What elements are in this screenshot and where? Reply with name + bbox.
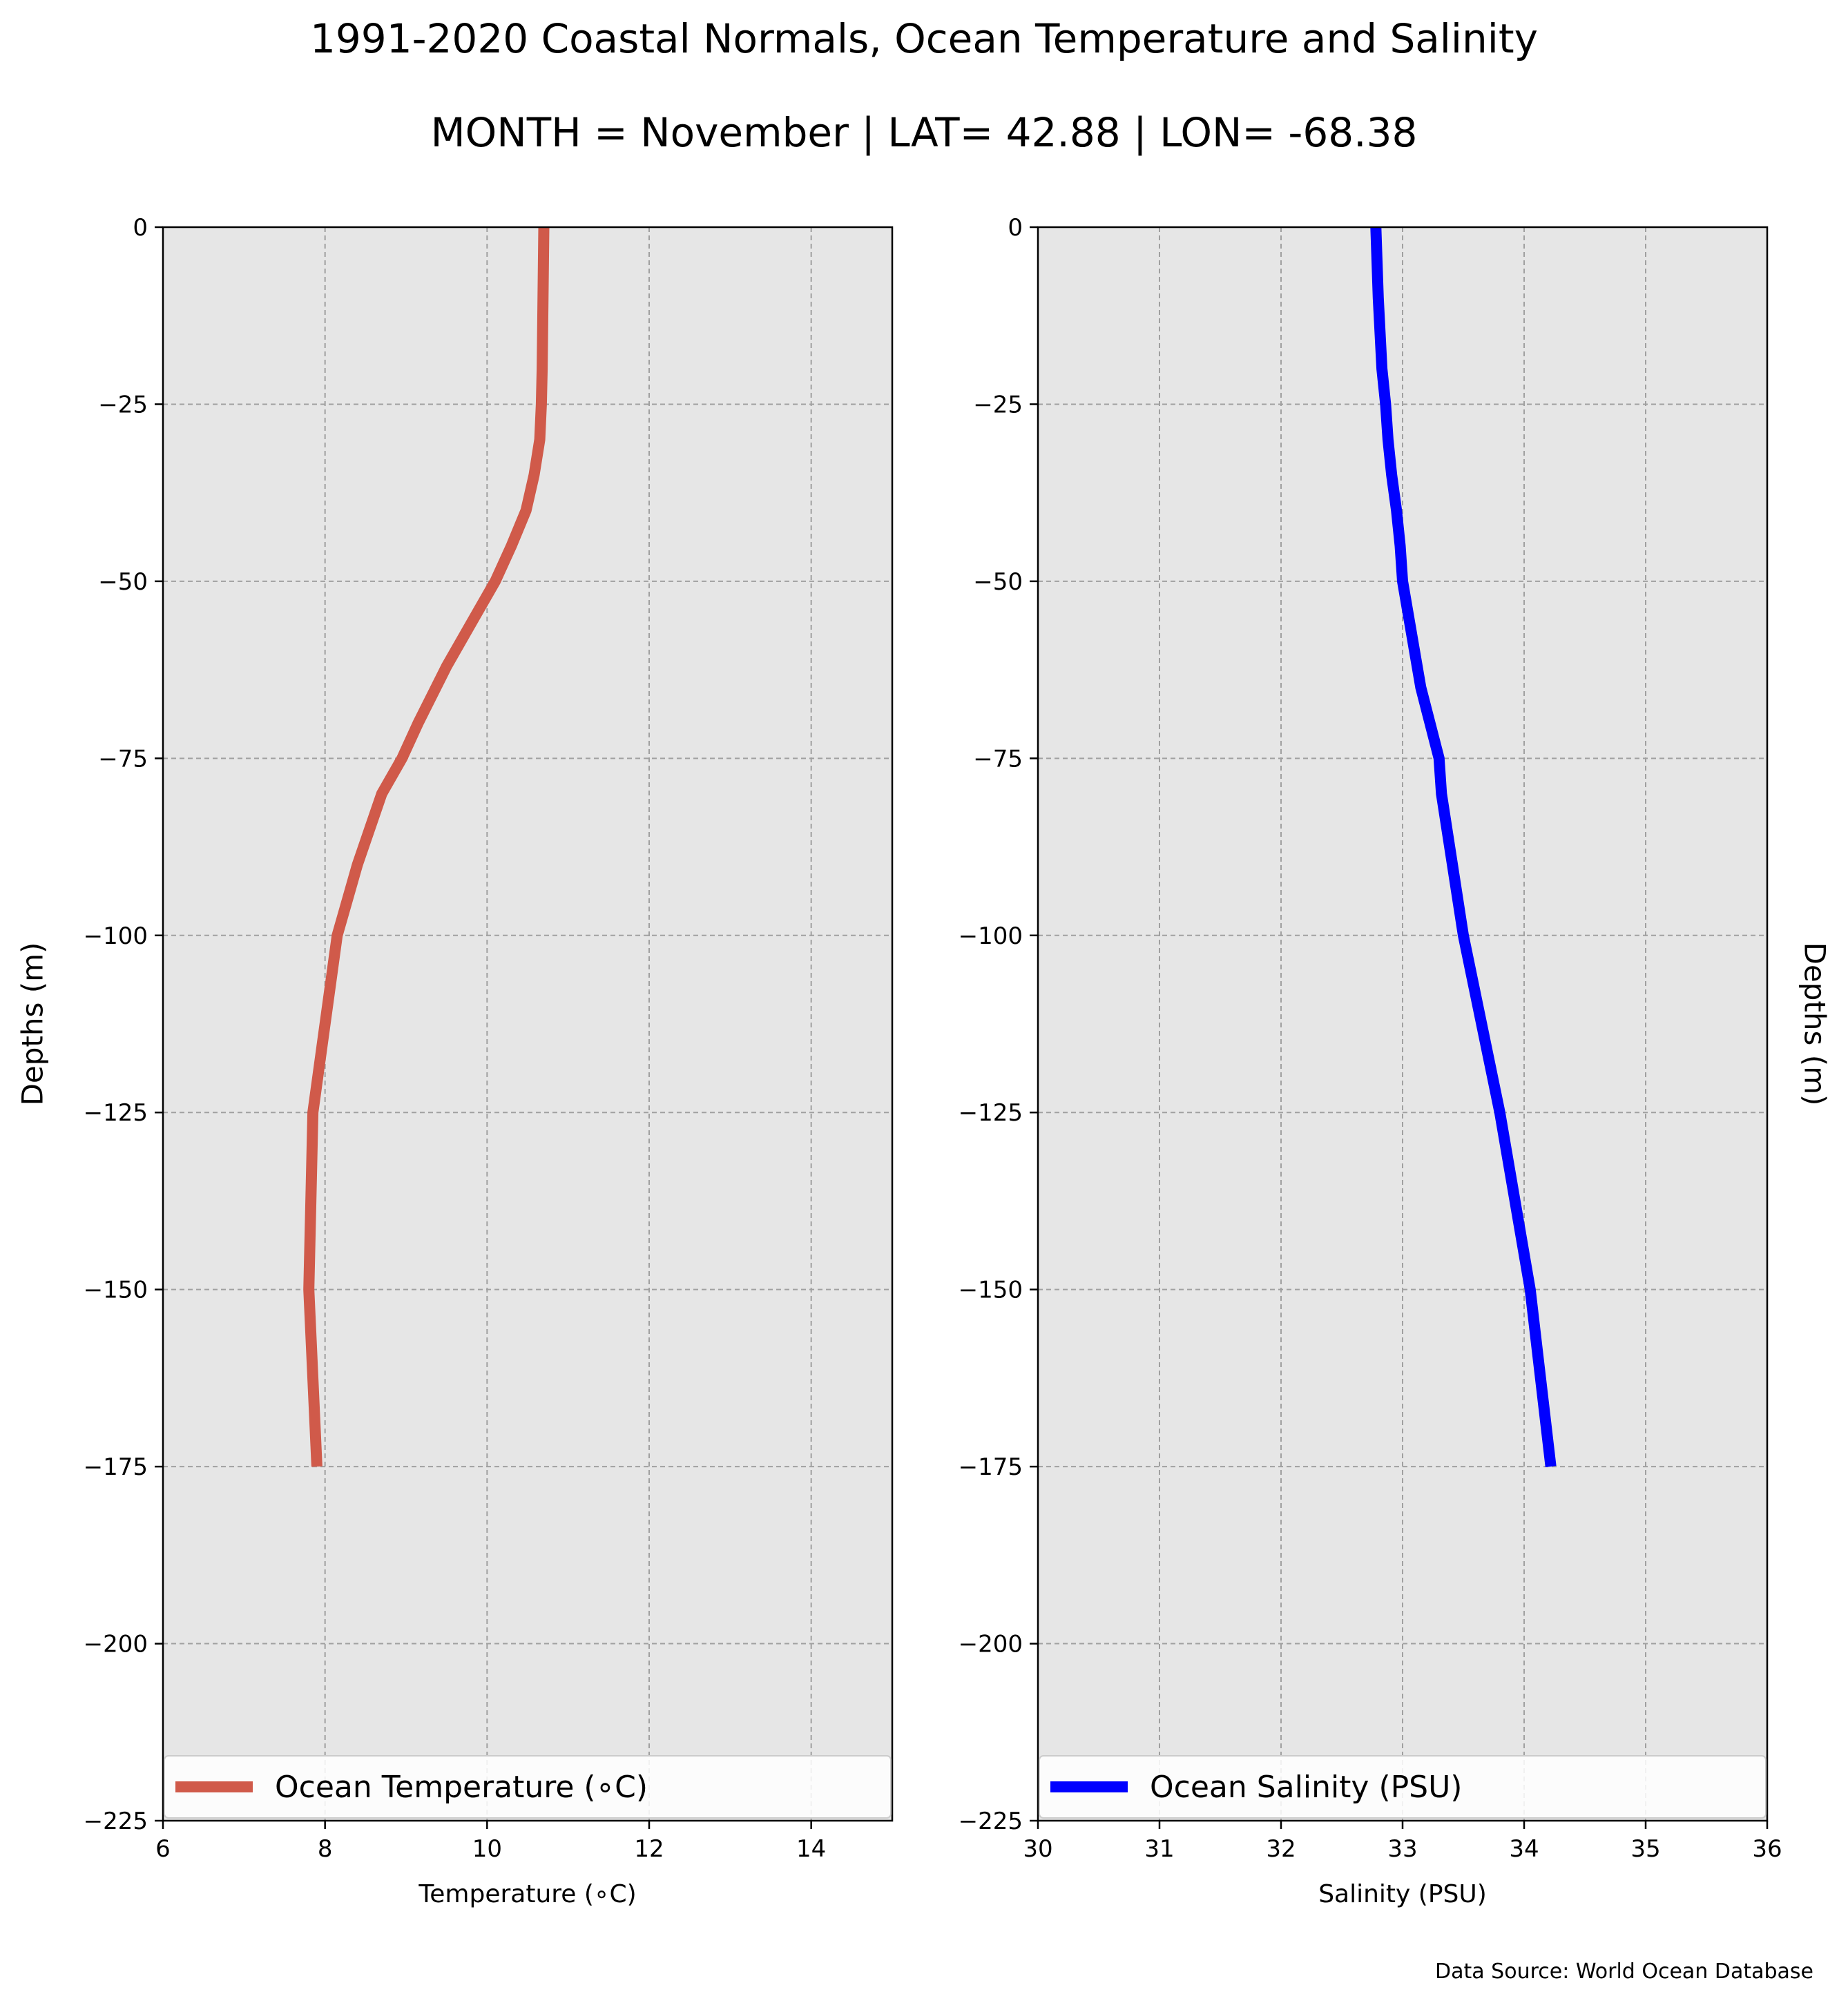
y-tick-label: 0: [133, 214, 148, 242]
y-tick-label: −25: [98, 391, 148, 418]
chart-title: 1991-2020 Coastal Normals, Ocean Tempera…: [310, 15, 1538, 62]
y-axis-label: Depths (m): [16, 942, 50, 1106]
x-tick-label: 32: [1266, 1835, 1296, 1863]
y-tick-label: −150: [959, 1277, 1023, 1304]
series-line: [1370, 226, 1557, 1468]
x-tick-label: 14: [796, 1835, 826, 1863]
legend-label: Ocean Temperature (∘C): [275, 1770, 648, 1805]
y-tick-label: −175: [959, 1453, 1023, 1481]
series-line: [303, 226, 550, 1467]
y-tick-label: −50: [98, 568, 148, 596]
chart-subtitle: MONTH = November | LAT= 42.88 | LON= -68…: [430, 109, 1418, 156]
y-tick-label: −125: [84, 1099, 148, 1127]
y-axis-label: Depths (m): [1798, 942, 1832, 1106]
legend-label: Ocean Salinity (PSU): [1150, 1770, 1462, 1805]
x-tick-label: 12: [634, 1835, 664, 1863]
y-tick-label: −75: [98, 745, 148, 773]
y-tick-label: −75: [973, 745, 1023, 773]
data-source-note: Data Source: World Ocean Database: [1435, 1960, 1813, 1984]
x-axis-label: Salinity (PSU): [1318, 1880, 1487, 1908]
y-tick-label: 0: [1008, 214, 1023, 242]
x-tick-label: 36: [1752, 1835, 1782, 1863]
y-tick-label: −225: [84, 1808, 148, 1835]
x-tick-label: 33: [1387, 1835, 1417, 1863]
x-tick-label: 34: [1509, 1835, 1539, 1863]
y-tick-label: −200: [84, 1631, 148, 1658]
x-tick-label: 30: [1023, 1835, 1052, 1863]
x-tick-label: 6: [155, 1835, 171, 1863]
y-tick-label: −200: [959, 1631, 1023, 1658]
y-tick-label: −100: [959, 922, 1023, 950]
y-tick-label: −50: [973, 568, 1023, 596]
salinity-panel: 30 31 32 33 34 35 36 0 −25 −50 −75 −100 −125 −150 −175…: [959, 214, 1832, 1908]
temperature-panel: 6 8 10 12 14 0 −25 −50 −75 −100 −125 −150 −175 −200 −2…: [16, 214, 894, 1908]
legend-box: [164, 1755, 892, 1819]
x-tick-label: 35: [1630, 1835, 1660, 1863]
x-tick-label: 8: [318, 1835, 333, 1863]
y-tick-label: −150: [84, 1277, 148, 1304]
legend-box: [1039, 1755, 1767, 1819]
plot-area: [163, 227, 892, 1821]
y-tick-label: −25: [973, 391, 1023, 418]
y-tick-label: −225: [959, 1808, 1023, 1835]
x-tick-label: 10: [472, 1835, 502, 1863]
y-tick-label: −100: [84, 922, 148, 950]
x-axis-label: Temperature (∘C): [418, 1880, 636, 1908]
x-tick-label: 31: [1144, 1835, 1174, 1863]
y-tick-label: −175: [84, 1453, 148, 1481]
axes-frame: [162, 226, 894, 1822]
y-tick-label: −125: [959, 1099, 1023, 1127]
